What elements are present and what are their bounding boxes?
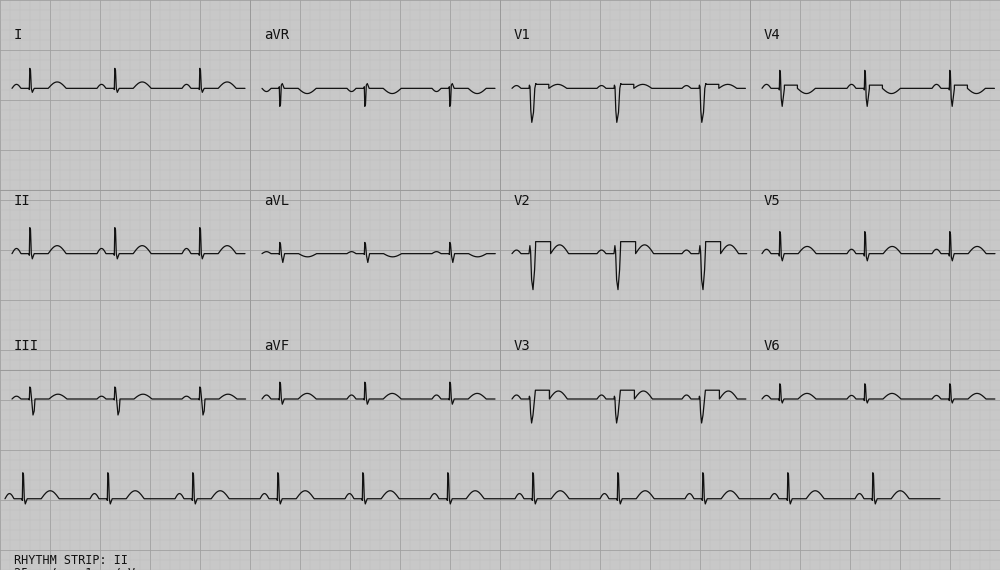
Text: III: III [14,339,39,353]
Text: II: II [14,194,31,207]
Text: V2: V2 [514,194,531,207]
Text: V5: V5 [764,194,781,207]
Text: aVF: aVF [264,339,289,353]
Text: V6: V6 [764,339,781,353]
Text: aVL: aVL [264,194,289,207]
Text: V4: V4 [764,28,781,42]
Text: aVR: aVR [264,28,289,42]
Text: RHYTHM STRIP: II: RHYTHM STRIP: II [14,553,128,567]
Text: V3: V3 [514,339,531,353]
Text: I: I [14,28,22,42]
Text: 25 mm/sec;1 cm/mV: 25 mm/sec;1 cm/mV [14,567,135,570]
Text: V1: V1 [514,28,531,42]
